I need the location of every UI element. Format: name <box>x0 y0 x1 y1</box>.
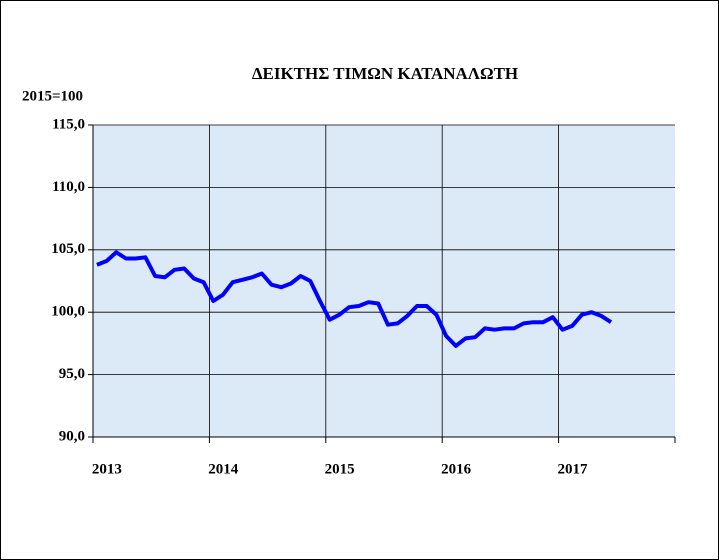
y-tick-label: 95,0 <box>59 366 85 382</box>
y-tick-label: 110,0 <box>52 179 85 195</box>
x-tick-label: 2017 <box>557 461 588 477</box>
y-axis-label: 2015=100 <box>22 88 83 104</box>
plot-area <box>93 125 675 437</box>
line-series <box>96 250 613 348</box>
x-tick-label: 2013 <box>92 461 122 477</box>
y-tick-label: 115,0 <box>52 116 85 132</box>
x-tick-label: 2014 <box>208 461 239 477</box>
chart-title: ΔΕΙΚΤΗΣ ΤΙΜΩΝ ΚΑΤΑΝΑΛΩΤΗ <box>252 64 518 83</box>
x-tick-label: 2015 <box>325 461 355 477</box>
y-tick-label: 105,0 <box>51 241 85 257</box>
y-tick-label: 90,0 <box>59 428 85 444</box>
y-tick-label: 100,0 <box>51 304 85 320</box>
x-tick-label: 2016 <box>441 461 472 477</box>
